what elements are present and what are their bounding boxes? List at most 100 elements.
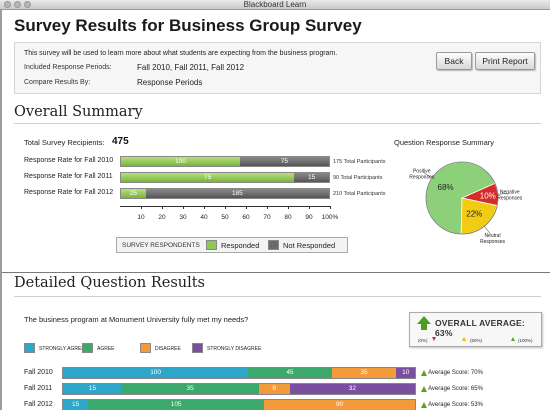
question-text: The business program at Monument Univers… [24,315,249,324]
axis-tick [246,206,247,209]
not-responded-segment: 185 [145,189,329,198]
up-arrow-icon [421,386,427,392]
axis-tick [162,206,163,209]
zoom-window-icon[interactable] [24,1,31,8]
axis-tick [267,206,268,209]
not-responded-swatch [268,240,279,250]
window-titlebar: Blackboard Learn [0,0,550,10]
responded-segment: 75 [121,173,295,182]
up-small-arrow-icon [511,337,515,341]
print-report-button[interactable]: Print Report [475,52,535,70]
axis-tick-label: 20 [158,214,166,221]
survey-info-box: This survey will be used to learn more a… [14,42,541,94]
axis-tick-label: 80 [284,214,292,221]
pie-outline [425,161,499,235]
category-label: AGREE [97,346,115,352]
overall-average-box: OVERALL AVERAGE: 63% (0%) (50%) (100%) [409,312,542,347]
minimize-window-icon[interactable] [14,1,21,8]
category-label: STRONGLY AGREE [39,346,85,352]
scale-high-label: (100%) [518,338,533,343]
axis-tick-label: 10 [137,214,145,221]
detailed-results-rule [14,296,541,297]
overall-summary-rule [14,123,541,124]
category-label: STRONGLY DISAGREE [207,346,262,352]
answer-segment: 32 [289,384,415,394]
participants-label: 210 Total Participants [333,191,386,197]
recipients-label: Total Survey Recipients: [24,138,105,147]
back-button[interactable]: Back [436,52,472,70]
period-label: Fall 2012 [24,401,53,408]
axis-tick-label: 70 [263,214,271,221]
pie-category-label: Responses [409,174,435,180]
response-rate-label: Response Rate for Fall 2011 [24,173,113,180]
pie-category-label: Positive [413,168,431,174]
pie-category-label: Responses [480,239,506,245]
responded-segment: 100 [121,157,240,166]
pie-leader-line [497,192,508,195]
close-window-icon[interactable] [4,1,11,8]
response-rate-label: Response Rate for Fall 2010 [24,157,114,164]
compare-by-value: Response Periods [137,78,203,87]
legend-title: SURVEY RESPONDENTS [122,242,200,249]
response-rate-bar: 75 15 [120,172,330,183]
answer-distribution-bar: 15 105 90 [62,399,416,410]
pie-category-label: Responses [497,195,523,201]
period-label: Fall 2010 [24,369,53,376]
pie-chart-title: Question Response Summary [394,138,495,147]
detailed-results-heading: Detailed Question Results [14,275,205,291]
pie-category-label: Neutral [484,233,500,239]
category-swatch [24,343,35,353]
axis-tick-label: 30 [179,214,187,221]
participants-label: 90 Total Participants [333,175,383,181]
not-responded-segment: 75 [239,157,329,166]
response-rate-bar: 100 75 [120,156,330,167]
up-arrow-stem [421,324,427,330]
answer-segment: 15 [63,384,122,394]
axis-tick-label: 40 [200,214,208,221]
pie-leader-line [423,172,433,179]
average-score-label: Average Score: 65% [428,386,483,392]
participants-label: 175 Total Participants [333,159,386,165]
answer-segment: 35 [331,368,397,378]
not-responded-legend-label: Not Responded [283,241,336,250]
down-arrow-icon [432,337,436,341]
axis-tick [309,206,310,209]
average-score-label: Average Score: 53% [428,402,483,408]
responded-swatch [206,240,217,250]
answer-segment: 100 [63,368,249,378]
up-arrow-icon [417,316,431,324]
included-periods-value: Fall 2010, Fall 2011, Fall 2012 [137,63,245,72]
axis-tick [288,206,289,209]
pie-leader-line [484,226,491,235]
pie-percent-label: 68% [438,183,454,192]
category-swatch [82,343,93,353]
responded-segment: 25 [121,189,146,198]
answer-distribution-bar: 100 45 35 10 [62,367,416,379]
answer-segment: 45 [248,368,332,378]
survey-description: This survey will be used to learn more a… [24,50,338,57]
pie-category-label: Negative [500,189,520,195]
overall-summary-heading: Overall Summary [14,104,143,120]
axis-tick [141,206,142,209]
axis-tick [183,206,184,209]
overall-average-text: OVERALL AVERAGE: 63% [435,318,525,338]
neutral-arrow-icon [462,337,466,341]
answer-segment: 90 [264,400,415,410]
responded-legend-label: Responded [221,241,260,250]
report-page: Survey Results for Business Group Survey… [0,10,550,410]
pie-percent-label: 10% [480,191,496,200]
response-rate-label: Response Rate for Fall 2012 [24,189,114,196]
page-title: Survey Results for Business Group Survey [14,16,362,35]
axis-tick-label: 50 [221,214,229,221]
compare-by-label: Compare Results By: [24,79,91,86]
pie-percent-label: 22% [466,210,482,219]
axis-tick [330,206,331,209]
axis-tick-label: 90 [305,214,313,221]
included-periods-label: Included Response Periods: [24,64,112,71]
recipients-value: 475 [112,136,129,147]
category-swatch [192,343,203,353]
answer-distribution-bar: 15 35 8 32 [62,383,416,395]
axis-tick [204,206,205,209]
answer-segment: 35 [121,384,259,394]
window-controls[interactable] [4,1,31,8]
